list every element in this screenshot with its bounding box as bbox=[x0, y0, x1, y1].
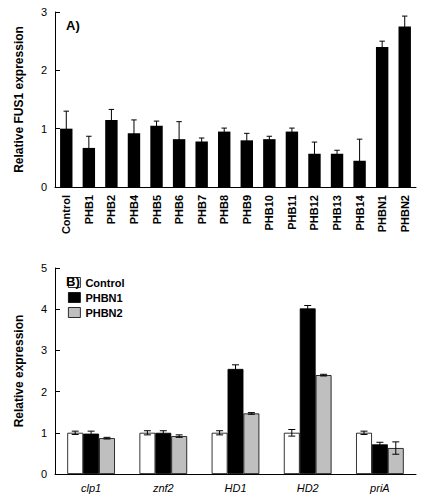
svg-text:Control: Control bbox=[60, 195, 72, 234]
svg-text:PHBN2: PHBN2 bbox=[399, 195, 411, 232]
svg-text:3: 3 bbox=[41, 344, 47, 356]
svg-text:0: 0 bbox=[41, 181, 47, 193]
svg-text:PHB12: PHB12 bbox=[308, 195, 320, 230]
svg-text:znf2: znf2 bbox=[152, 482, 174, 494]
svg-text:PHB8: PHB8 bbox=[218, 195, 230, 224]
svg-text:priA: priA bbox=[369, 482, 390, 494]
svg-text:PHB1: PHB1 bbox=[83, 195, 95, 224]
svg-text:4: 4 bbox=[41, 303, 47, 315]
svg-text:3: 3 bbox=[41, 6, 47, 18]
svg-text:clp1: clp1 bbox=[81, 482, 101, 494]
svg-text:Relative FUS1 expression: Relative FUS1 expression bbox=[12, 26, 26, 173]
svg-text:PHB4: PHB4 bbox=[128, 194, 140, 224]
svg-text:PHBN2: PHBN2 bbox=[85, 307, 122, 319]
svg-text:5: 5 bbox=[41, 262, 47, 274]
svg-text:1: 1 bbox=[41, 427, 47, 439]
svg-text:PHB13: PHB13 bbox=[331, 195, 343, 230]
svg-text:Relative expression: Relative expression bbox=[12, 315, 26, 428]
svg-text:B): B) bbox=[66, 274, 80, 289]
svg-text:Control: Control bbox=[85, 277, 124, 289]
svg-text:0: 0 bbox=[41, 468, 47, 480]
svg-text:PHB6: PHB6 bbox=[173, 195, 185, 224]
svg-text:PHB7: PHB7 bbox=[196, 195, 208, 224]
svg-text:PHB2: PHB2 bbox=[105, 195, 117, 224]
svg-text:PHB9: PHB9 bbox=[241, 195, 253, 224]
svg-text:2: 2 bbox=[41, 64, 47, 76]
svg-text:HD1: HD1 bbox=[224, 482, 246, 494]
svg-text:PHB10: PHB10 bbox=[263, 195, 275, 230]
svg-text:PHB11: PHB11 bbox=[286, 195, 298, 230]
svg-text:PHB5: PHB5 bbox=[151, 195, 163, 224]
svg-text:PHB14: PHB14 bbox=[354, 194, 366, 230]
svg-text:PHBN1: PHBN1 bbox=[376, 195, 388, 232]
svg-text:A): A) bbox=[66, 18, 80, 33]
svg-text:1: 1 bbox=[41, 123, 47, 135]
svg-text:PHBN1: PHBN1 bbox=[85, 292, 122, 304]
svg-text:HD2: HD2 bbox=[297, 482, 319, 494]
svg-text:2: 2 bbox=[41, 386, 47, 398]
